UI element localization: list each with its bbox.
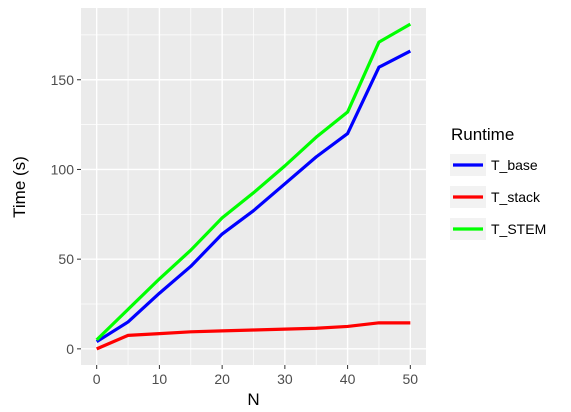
x-tick-label: 50 — [403, 371, 419, 387]
series-lines — [95, 22, 412, 351]
x-tick-label: 40 — [340, 371, 356, 387]
x-axis: 0 10 20 30 40 50 — [93, 365, 419, 387]
y-axis: 0 50 100 150 — [51, 72, 81, 357]
series-line-t-stack — [96, 321, 411, 351]
minor-gridlines — [81, 8, 426, 365]
series-line-t-base — [95, 49, 412, 344]
x-tick-label: 0 — [93, 371, 101, 387]
legend-label-t-stem: T_STEM — [491, 221, 546, 237]
legend-items: T_base T_stack T_STEM — [450, 154, 546, 240]
x-tick-label: 30 — [277, 371, 293, 387]
major-gridlines — [81, 8, 426, 365]
x-tick-label: 10 — [152, 371, 168, 387]
series-line-t-stem — [95, 22, 412, 342]
legend-title: Runtime — [451, 125, 514, 144]
y-tick-label: 100 — [51, 161, 75, 177]
legend-label-t-stack: T_stack — [491, 189, 541, 205]
y-tick-label: 0 — [66, 341, 74, 357]
x-tick-label: 20 — [214, 371, 230, 387]
legend: Runtime T_base T_stack T_STEM — [450, 125, 546, 240]
legend-label-t-base: T_base — [491, 157, 538, 173]
y-tick-label: 150 — [51, 72, 75, 88]
y-axis-title: Time (s) — [10, 156, 29, 218]
y-tick-label: 50 — [58, 251, 74, 267]
x-axis-title: N — [247, 390, 259, 409]
